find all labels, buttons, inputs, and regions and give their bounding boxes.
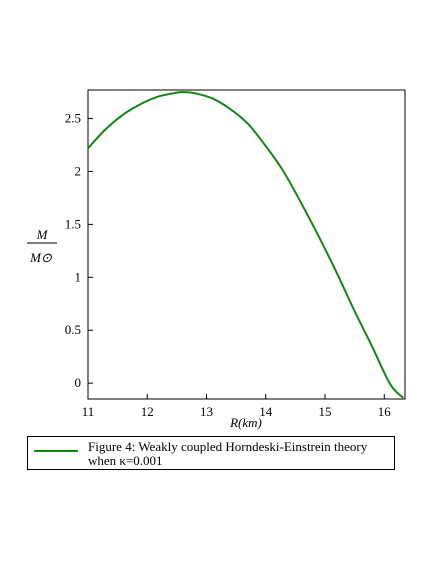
- x-tick-label: 15: [319, 404, 332, 419]
- y-tick-label: 2: [75, 163, 82, 178]
- x-axis-ticks: 11 12 13 14 15 16: [82, 394, 392, 419]
- y-axis-ticks: 0 0.5 1 1.5 2 2.5: [65, 111, 93, 390]
- legend: Figure 4: Weakly coupled Horndeski-Einst…: [27, 436, 395, 470]
- y-tick-label: 1: [75, 269, 82, 284]
- x-tick-label: 13: [200, 404, 213, 419]
- y-axis-label-denominator: M⊙: [29, 250, 52, 265]
- y-axis-label: M M⊙: [27, 227, 57, 265]
- y-tick-label: 0: [75, 375, 82, 390]
- y-axis-label-numerator: M: [36, 227, 49, 242]
- y-tick-label: 1.5: [65, 216, 81, 231]
- x-axis-label: R(km): [229, 415, 262, 430]
- series-line-mass-radius: [87, 91, 404, 399]
- x-tick-label: 14: [259, 404, 273, 419]
- x-tick-label: 16: [378, 404, 392, 419]
- y-tick-label: 2.5: [65, 111, 81, 126]
- x-tick-label: 12: [141, 404, 154, 419]
- y-tick-label: 0.5: [65, 322, 81, 337]
- legend-line-swatch: [34, 450, 78, 452]
- mass-radius-chart: 11 12 13 14 15 16 0 0.5 1 1.5 2 2.5 R(km) M M⊙: [27, 89, 406, 430]
- x-tick-label: 11: [82, 404, 95, 419]
- plot-frame: [87, 89, 406, 400]
- plot-area-border: [87, 89, 406, 400]
- legend-label: Figure 4: Weakly coupled Horndeski-Einst…: [88, 439, 368, 468]
- series-layer: [87, 91, 404, 399]
